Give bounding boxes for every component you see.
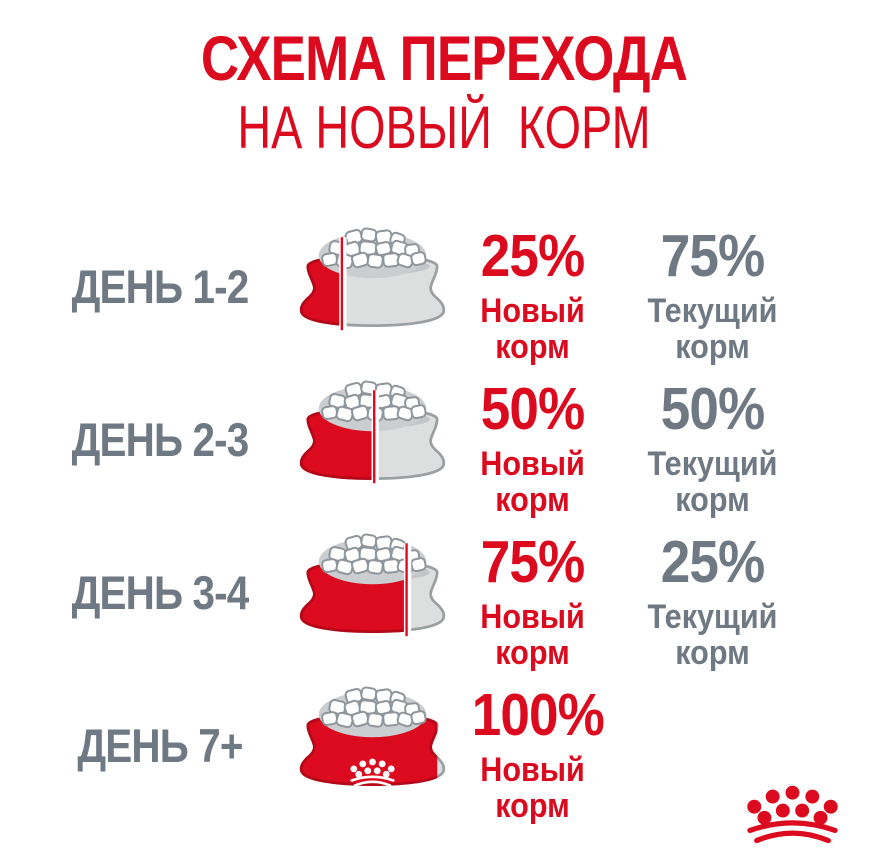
bowl-cell — [280, 682, 465, 801]
current-food-cell: 75% Текущий корм — [600, 223, 825, 365]
kibble-pile — [321, 686, 427, 728]
transition-row-day-2-3: ДЕНЬ 2-3 50% Новый корм 50% Те — [0, 376, 888, 529]
day-label: ДЕНЬ 2-3 — [71, 412, 250, 466]
current-food-cell: 25% Текущий корм — [600, 529, 825, 671]
page-header: СХЕМА ПЕРЕХОДА НА НОВЫЙ КОРМ — [0, 0, 888, 161]
transition-table: ДЕНЬ 1-2 25% Новый корм 75% Те — [0, 223, 888, 835]
food-bowl-50-percent-icon — [299, 380, 446, 483]
transition-row-day-7-plus: ДЕНЬ 7+ 100% Новый корм — [0, 682, 888, 835]
current-food-label: Текущий корм — [647, 597, 778, 672]
royal-canin-crown-logo — [744, 783, 841, 843]
day-label: ДЕНЬ 3-4 — [71, 565, 250, 619]
new-food-label: Новый корм — [480, 291, 585, 366]
page-subtitle: НА НОВЫЙ КОРМ — [237, 93, 651, 161]
new-food-percent: 25% — [480, 222, 585, 289]
bowl-cell — [280, 529, 465, 648]
new-food-label: Новый корм — [480, 597, 585, 672]
food-bowl-75-percent-icon — [299, 533, 446, 636]
food-bowl-25-percent-icon — [299, 227, 446, 330]
day-label: ДЕНЬ 1-2 — [71, 259, 250, 313]
day-label-cell: ДЕНЬ 1-2 — [40, 223, 280, 310]
new-food-cell: 75% Новый корм — [465, 529, 600, 671]
current-food-percent: 75% — [660, 222, 765, 289]
bowl-cell — [280, 223, 465, 342]
new-food-percent: 100% — [471, 681, 605, 748]
new-food-label: Новый корм — [480, 750, 585, 825]
day-label-cell: ДЕНЬ 3-4 — [40, 529, 280, 616]
day-label: ДЕНЬ 7+ — [77, 718, 243, 772]
kibble-pile — [321, 533, 427, 575]
page-title: СХЕМА ПЕРЕХОДА — [200, 24, 688, 94]
kibble-pile — [321, 227, 427, 269]
day-label-cell: ДЕНЬ 2-3 — [40, 376, 280, 463]
new-food-label: Новый корм — [480, 444, 585, 519]
new-food-cell: 50% Новый корм — [465, 376, 600, 518]
current-food-label: Текущий корм — [647, 291, 778, 366]
transition-row-day-1-2: ДЕНЬ 1-2 25% Новый корм 75% Те — [0, 223, 888, 376]
new-food-percent: 75% — [480, 528, 585, 595]
current-food-percent: 50% — [660, 375, 765, 442]
transition-row-day-3-4: ДЕНЬ 3-4 75% Новый корм 25% Те — [0, 529, 888, 682]
current-food-percent: 25% — [660, 528, 765, 595]
new-food-cell: 25% Новый корм — [465, 223, 600, 365]
new-food-cell: 100% Новый корм — [465, 681, 605, 825]
bowl-cell — [280, 376, 465, 495]
current-food-label: Текущий корм — [647, 444, 778, 519]
current-food-cell: 50% Текущий корм — [600, 376, 825, 518]
day-label-cell: ДЕНЬ 7+ — [40, 682, 280, 769]
food-bowl-100-percent-icon — [299, 686, 446, 787]
new-food-percent: 50% — [480, 375, 585, 442]
